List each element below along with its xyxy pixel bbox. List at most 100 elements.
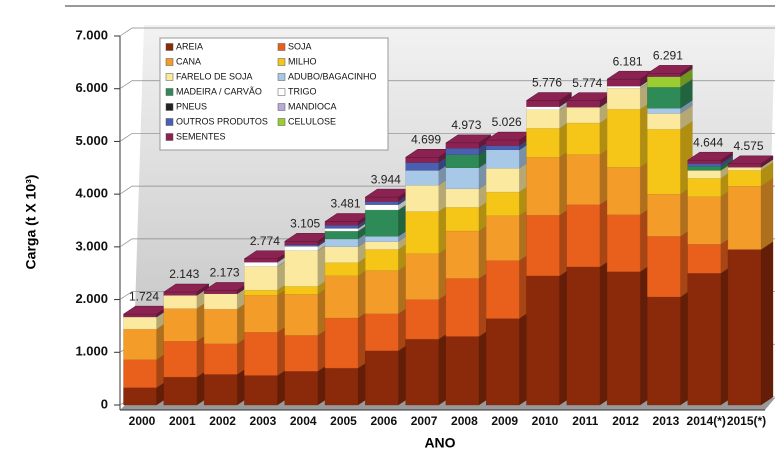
bar-segment [566, 100, 600, 108]
value-label: 2.143 [169, 267, 199, 281]
bar-segment [324, 221, 359, 226]
bar-segment [647, 113, 681, 130]
bar-segment [566, 266, 600, 406]
bar-segment [486, 168, 520, 193]
bar-segment [405, 170, 439, 186]
value-label: 5.776 [532, 76, 562, 90]
bar-segment [203, 374, 238, 406]
bar-segment [284, 335, 318, 372]
y-tick-label: 1.000 [75, 344, 108, 359]
x-tick-label: 2007 [411, 414, 438, 428]
bar-segment [687, 160, 721, 164]
legend-swatch [277, 103, 286, 111]
bar-segment [324, 230, 359, 240]
x-tick-label: 2011 [572, 414, 598, 428]
bar-segment [284, 371, 318, 406]
bar-segment [445, 154, 480, 168]
bar-segment [365, 313, 399, 351]
legend-label: SOJA [288, 41, 312, 51]
value-label: 4.699 [411, 132, 441, 146]
x-tick-label: 2000 [129, 414, 156, 428]
bar-segment [687, 178, 721, 197]
bar-segment [405, 253, 439, 300]
bar-segment [244, 258, 278, 263]
grid-line [119, 27, 775, 37]
value-label: 5.774 [572, 76, 602, 90]
legend-swatch [277, 88, 286, 96]
bar-segment [687, 244, 721, 274]
legend-swatch [165, 73, 174, 81]
bar-top [525, 92, 573, 101]
bar-segment [647, 296, 681, 406]
bar-segment [244, 289, 278, 296]
bar-segment [647, 86, 681, 109]
legend-box [159, 37, 389, 151]
bar-segment [445, 148, 480, 155]
bar-segment [445, 188, 480, 208]
bar-segment [365, 201, 399, 205]
legend-swatch [165, 118, 174, 126]
bar-segment [405, 185, 439, 212]
value-label: 3.105 [290, 216, 320, 230]
bar-segment [687, 196, 721, 245]
bar-segment [163, 308, 197, 342]
legend-label: MANDIOCA [288, 101, 337, 111]
x-tick-label: 2012 [612, 414, 639, 428]
x-tick-label: 2010 [532, 414, 559, 428]
bar-segment [526, 100, 560, 107]
bar-segment [647, 76, 681, 88]
legend-swatch [165, 43, 174, 51]
bar-segment [526, 275, 560, 406]
legend-swatch [165, 103, 174, 111]
bar-segment [526, 109, 560, 129]
bar-segment [445, 167, 480, 190]
bar-segment [163, 291, 197, 296]
bar-segment [687, 163, 721, 167]
bar-segment [526, 157, 560, 216]
bar-segment [244, 332, 278, 376]
bar-segment [526, 215, 560, 277]
legend-label: MADEIRA / CARVÃO [176, 86, 262, 96]
bar-segment [486, 139, 520, 146]
value-label: 3.944 [371, 172, 401, 186]
bar-segment [163, 376, 197, 406]
bar-segment [324, 262, 359, 276]
bar-segment [445, 336, 480, 406]
bar-segment [566, 154, 600, 205]
bar-segment [647, 236, 681, 298]
bar-segment [405, 338, 439, 406]
legend-label: MILHO [288, 56, 317, 66]
bar-segment [647, 73, 681, 77]
bar-segment [324, 228, 359, 232]
bar-segment [486, 149, 520, 169]
bar-segment [606, 88, 641, 110]
bar-segment [324, 275, 359, 319]
bar-segment [244, 261, 278, 267]
bar-segment [445, 142, 480, 149]
bar-segment [284, 241, 318, 245]
legend-label: OUTROS PRODUTOS [176, 116, 268, 126]
bar-segment [284, 294, 318, 336]
legend-label: ADUBO/BAGACINHO [288, 71, 377, 81]
grid: 0 1.000 2.000 3.000 4.000 5.000 6.000 7.000 [75, 27, 775, 411]
value-label: 4.973 [451, 118, 481, 132]
bar-top [162, 283, 210, 293]
value-label: 5.026 [492, 115, 522, 129]
bar-top [646, 65, 694, 74]
legend-swatch [277, 43, 286, 51]
bar-segment [526, 128, 560, 158]
bar-segment [606, 85, 641, 89]
bar-side [760, 241, 774, 406]
bars: 2000 1.724 2001 2.143 2002 2.173 2003 2.774 2004… [122, 49, 774, 428]
bar-segment [405, 162, 439, 171]
bar-segment [486, 191, 520, 216]
bar-segment [687, 170, 721, 179]
bar-segment [123, 313, 157, 318]
y-tick-label: 6.000 [75, 80, 108, 95]
x-tick-label: 2001 [169, 414, 196, 428]
y-tick-label: 4.000 [75, 186, 108, 201]
bar-segment [445, 278, 480, 337]
bar-segment [203, 343, 238, 375]
bar-segment [284, 286, 318, 295]
